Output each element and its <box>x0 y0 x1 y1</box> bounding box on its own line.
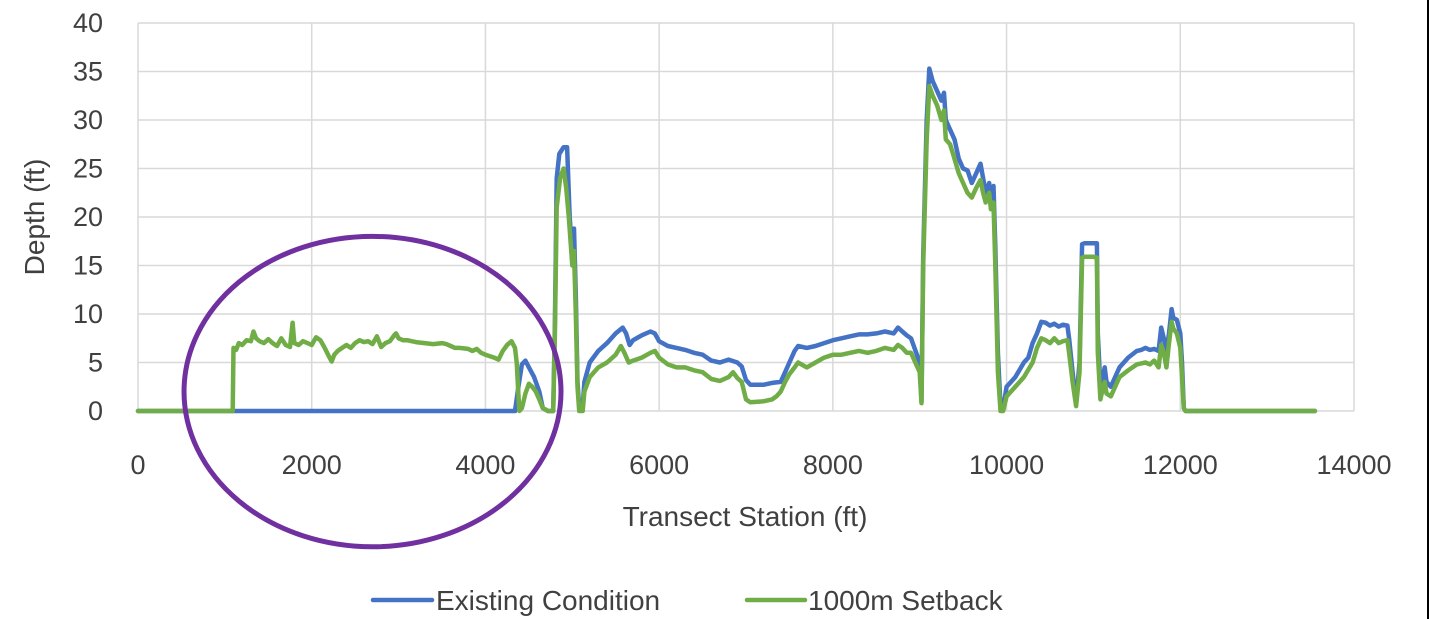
y-tick-label: 35 <box>73 57 103 87</box>
x-tick-label: 6000 <box>629 450 689 480</box>
x-tick-label: 2000 <box>282 450 342 480</box>
y-tick-label: 5 <box>88 348 103 378</box>
y-tick-label: 10 <box>73 299 103 329</box>
legend-label-2: 1000m Setback <box>808 585 1004 616</box>
legend: Existing Condition 1000m Setback <box>370 585 1004 616</box>
x-tick-label: 10000 <box>969 450 1044 480</box>
y-axis-title: Depth (ft) <box>19 159 50 276</box>
y-tick-label: 30 <box>73 105 103 135</box>
x-tick-label: 4000 <box>455 450 515 480</box>
y-tick-label: 15 <box>73 251 103 281</box>
y-tick-label: 0 <box>88 396 103 426</box>
series-line-2 <box>135 83 1318 414</box>
y-tick-labels: 0 5 10 15 20 25 30 35 40 <box>73 8 103 426</box>
legend-label-1: Existing Condition <box>436 585 660 616</box>
x-tick-label: 12000 <box>1143 450 1218 480</box>
y-tick-label: 20 <box>73 202 103 232</box>
x-tick-labels: 0 2000 4000 6000 8000 10000 12000 14000 <box>130 450 1391 480</box>
x-tick-label: 8000 <box>803 450 863 480</box>
frame-right-edge <box>1427 0 1429 619</box>
y-tick-label: 40 <box>73 8 103 38</box>
series-layer <box>135 66 1318 414</box>
x-axis-title: Transect Station (ft) <box>623 501 868 532</box>
y-tick-label: 25 <box>73 154 103 184</box>
highlight-ellipse <box>181 233 564 550</box>
x-tick-label: 14000 <box>1316 450 1391 480</box>
x-tick-label: 0 <box>130 450 145 480</box>
